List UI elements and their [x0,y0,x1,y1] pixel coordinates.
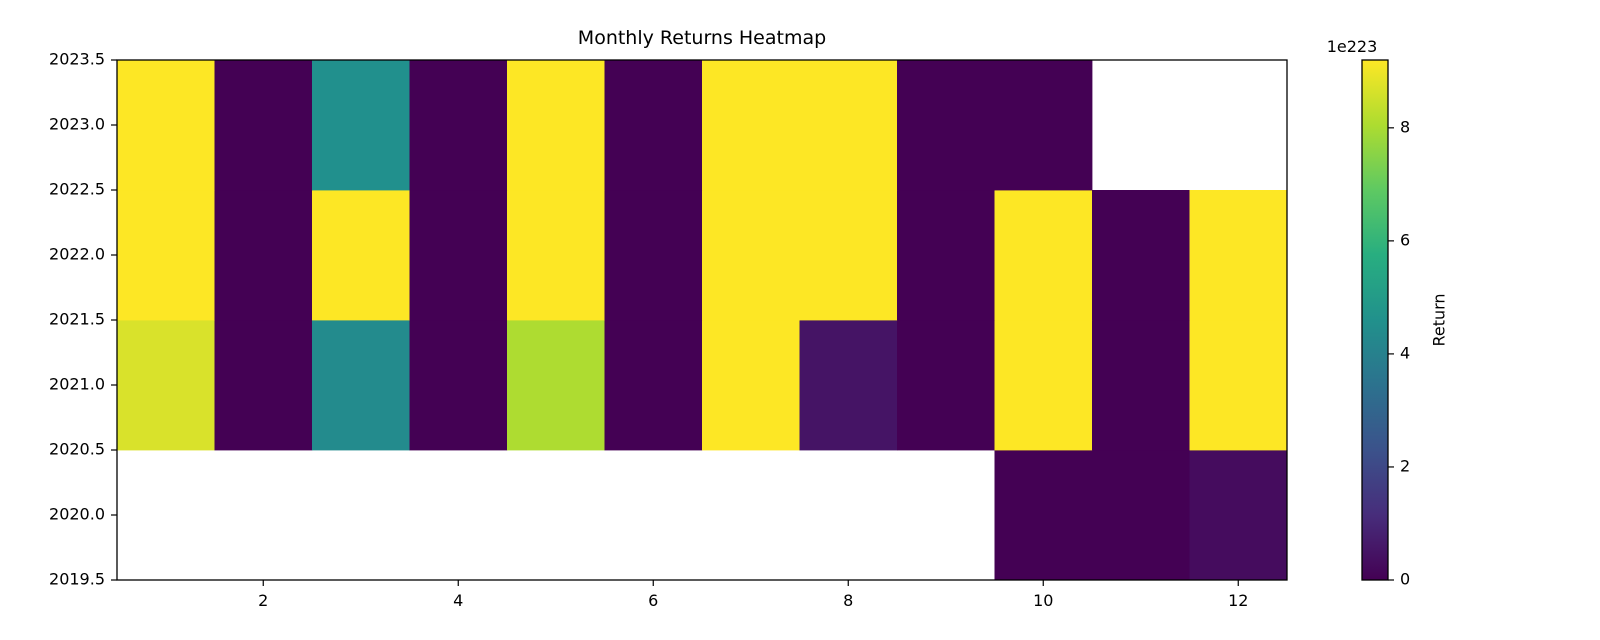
heatmap-cell [312,60,410,191]
heatmap-cell [214,190,313,321]
x-tick-label: 8 [843,591,853,610]
heatmap-cell [1092,450,1190,581]
y-tick-label: 2019.5 [49,570,105,589]
x-tick-label: 2 [258,591,268,610]
heatmap-cell [117,60,215,191]
x-tick-label: 4 [453,591,463,610]
colorbar-tick-label: 8 [1400,117,1410,136]
heatmap-cell [799,60,898,191]
colorbar-ticks: 0 2 4 6 8 [1388,117,1410,589]
y-tick-label: 2023.0 [49,115,105,134]
heatmap-cell [117,320,215,451]
heatmap-cell [312,190,410,321]
heatmap-cell [799,320,898,451]
heatmap-cell [994,320,1093,451]
y-tick-label: 2022.5 [49,180,105,199]
colorbar: 1e223 Return 0 2 4 6 8 [1327,37,1449,589]
colorbar-offset-text: 1e223 [1327,37,1378,56]
heatmap-cell [702,190,800,321]
heatmap-cell [1189,320,1288,451]
x-axis: 2 4 6 8 10 12 [258,580,1248,610]
heatmap-cell [897,60,995,191]
y-axis: 2019.5 2020.0 2020.5 2021.0 2021.5 2022.0 2022… [49,50,117,589]
y-tick-label: 2023.5 [49,50,105,69]
heatmap-cell [799,190,898,321]
heatmap-cell [604,320,703,451]
heatmap-cell [604,190,703,321]
heatmap-cell [1189,190,1288,321]
colorbar-tick-label: 0 [1400,570,1410,589]
heatmap-cell [409,190,508,321]
y-tick-label: 2022.0 [49,245,105,264]
heatmap-cell [702,60,800,191]
heatmap-cell [117,190,215,321]
heatmap-cell [409,60,508,191]
heatmap-cells [117,60,1288,581]
heatmap-cell [1189,450,1288,581]
heatmap-cell [994,60,1093,191]
heatmap-cell [214,320,313,451]
heatmap-cell [1092,190,1190,321]
heatmap-cell [604,60,703,191]
colorbar-label: Return [1430,293,1449,346]
heatmap-cell [994,450,1093,581]
colorbar-gradient [1361,59,1389,581]
heatmap-cell [507,60,605,191]
heatmap-cell [409,320,508,451]
chart-title: Monthly Returns Heatmap [578,27,826,49]
heatmap-cell [214,60,313,191]
y-tick-label: 2020.0 [49,505,105,524]
y-tick-label: 2021.0 [49,375,105,394]
heatmap-cell [1092,320,1190,451]
colorbar-tick-label: 2 [1400,456,1410,475]
colorbar-tick-label: 6 [1400,230,1410,249]
heatmap-cell [897,320,995,451]
colorbar-tick-label: 4 [1400,343,1410,362]
heatmap-cell [702,320,800,451]
x-tick-label: 6 [648,591,658,610]
heatmap-cell [507,320,605,451]
x-tick-label: 10 [1033,591,1053,610]
heatmap-cell [312,320,410,451]
heatmap-cell [994,190,1093,321]
heatmap-cell [507,190,605,321]
y-tick-label: 2021.5 [49,310,105,329]
heatmap-cell [897,190,995,321]
y-tick-label: 2020.5 [49,440,105,459]
x-tick-label: 12 [1228,591,1248,610]
